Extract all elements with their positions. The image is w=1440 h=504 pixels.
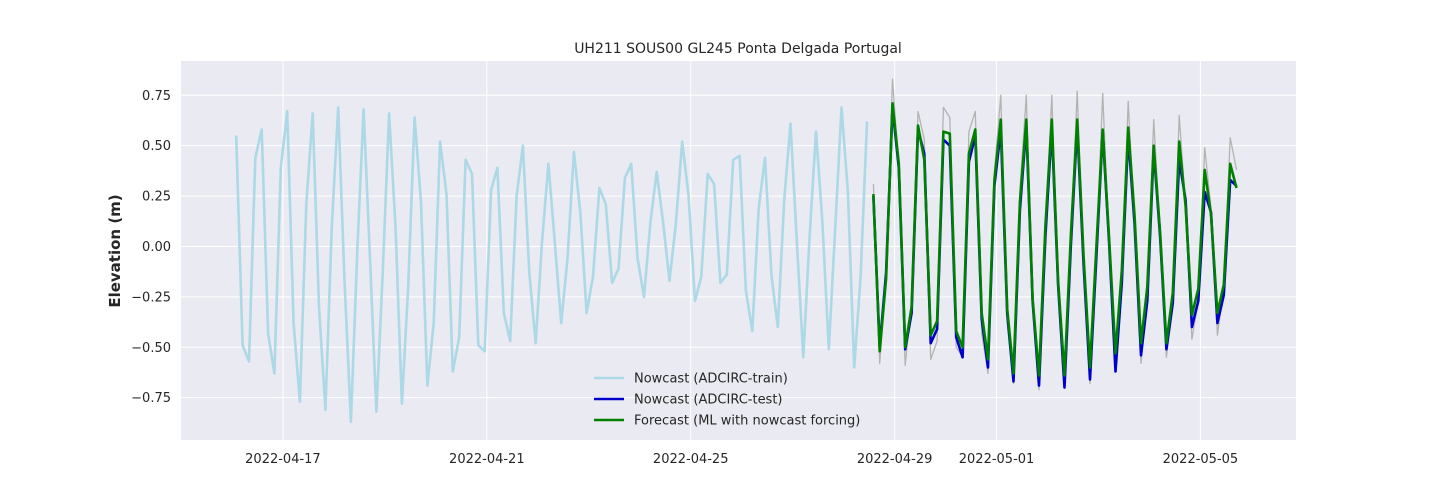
y-tick-label: −0.25 — [131, 290, 171, 305]
series-nowcast-train — [234, 106, 869, 424]
x-tick-label: 2022-05-01 — [959, 452, 1035, 467]
y-tick-label: −0.75 — [131, 391, 171, 406]
plot-area — [181, 61, 1296, 440]
legend-label: Nowcast (ADCIRC-test) — [634, 393, 783, 408]
y-tick-label: −0.50 — [131, 341, 171, 356]
x-tick-label: 2022-04-17 — [245, 452, 321, 467]
legend-label: Forecast (ML with nowcast forcing) — [634, 414, 860, 429]
y-tick-label: 0.50 — [142, 139, 171, 154]
y-axis-label: Elevation (m) — [106, 194, 124, 307]
legend-label: Nowcast (ADCIRC-train) — [634, 372, 788, 387]
legend: Nowcast (ADCIRC-train) Nowcast (ADCIRC-te… — [594, 372, 860, 429]
x-tick-label: 2022-05-05 — [1163, 452, 1239, 467]
x-tick-label: 2022-04-21 — [449, 452, 525, 467]
chart-title: UH211 SOUS00 GL245 Ponta Delgada Portuga… — [574, 41, 902, 57]
y-tick-label: 0.75 — [142, 89, 171, 104]
series-forecast — [872, 102, 1238, 377]
y-tick-label: 0.00 — [142, 240, 171, 255]
x-tick-labels: 2022-04-17 2022-04-21 2022-04-25 2022-04-29… — [245, 452, 1238, 467]
series-lines — [234, 78, 1238, 424]
y-tick-label: 0.25 — [142, 190, 171, 205]
x-tick-label: 2022-04-25 — [653, 452, 729, 467]
y-tick-labels: −0.75 −0.50 −0.25 0.00 0.25 0.50 0.75 — [131, 89, 171, 406]
x-tick-label: 2022-04-29 — [857, 452, 933, 467]
